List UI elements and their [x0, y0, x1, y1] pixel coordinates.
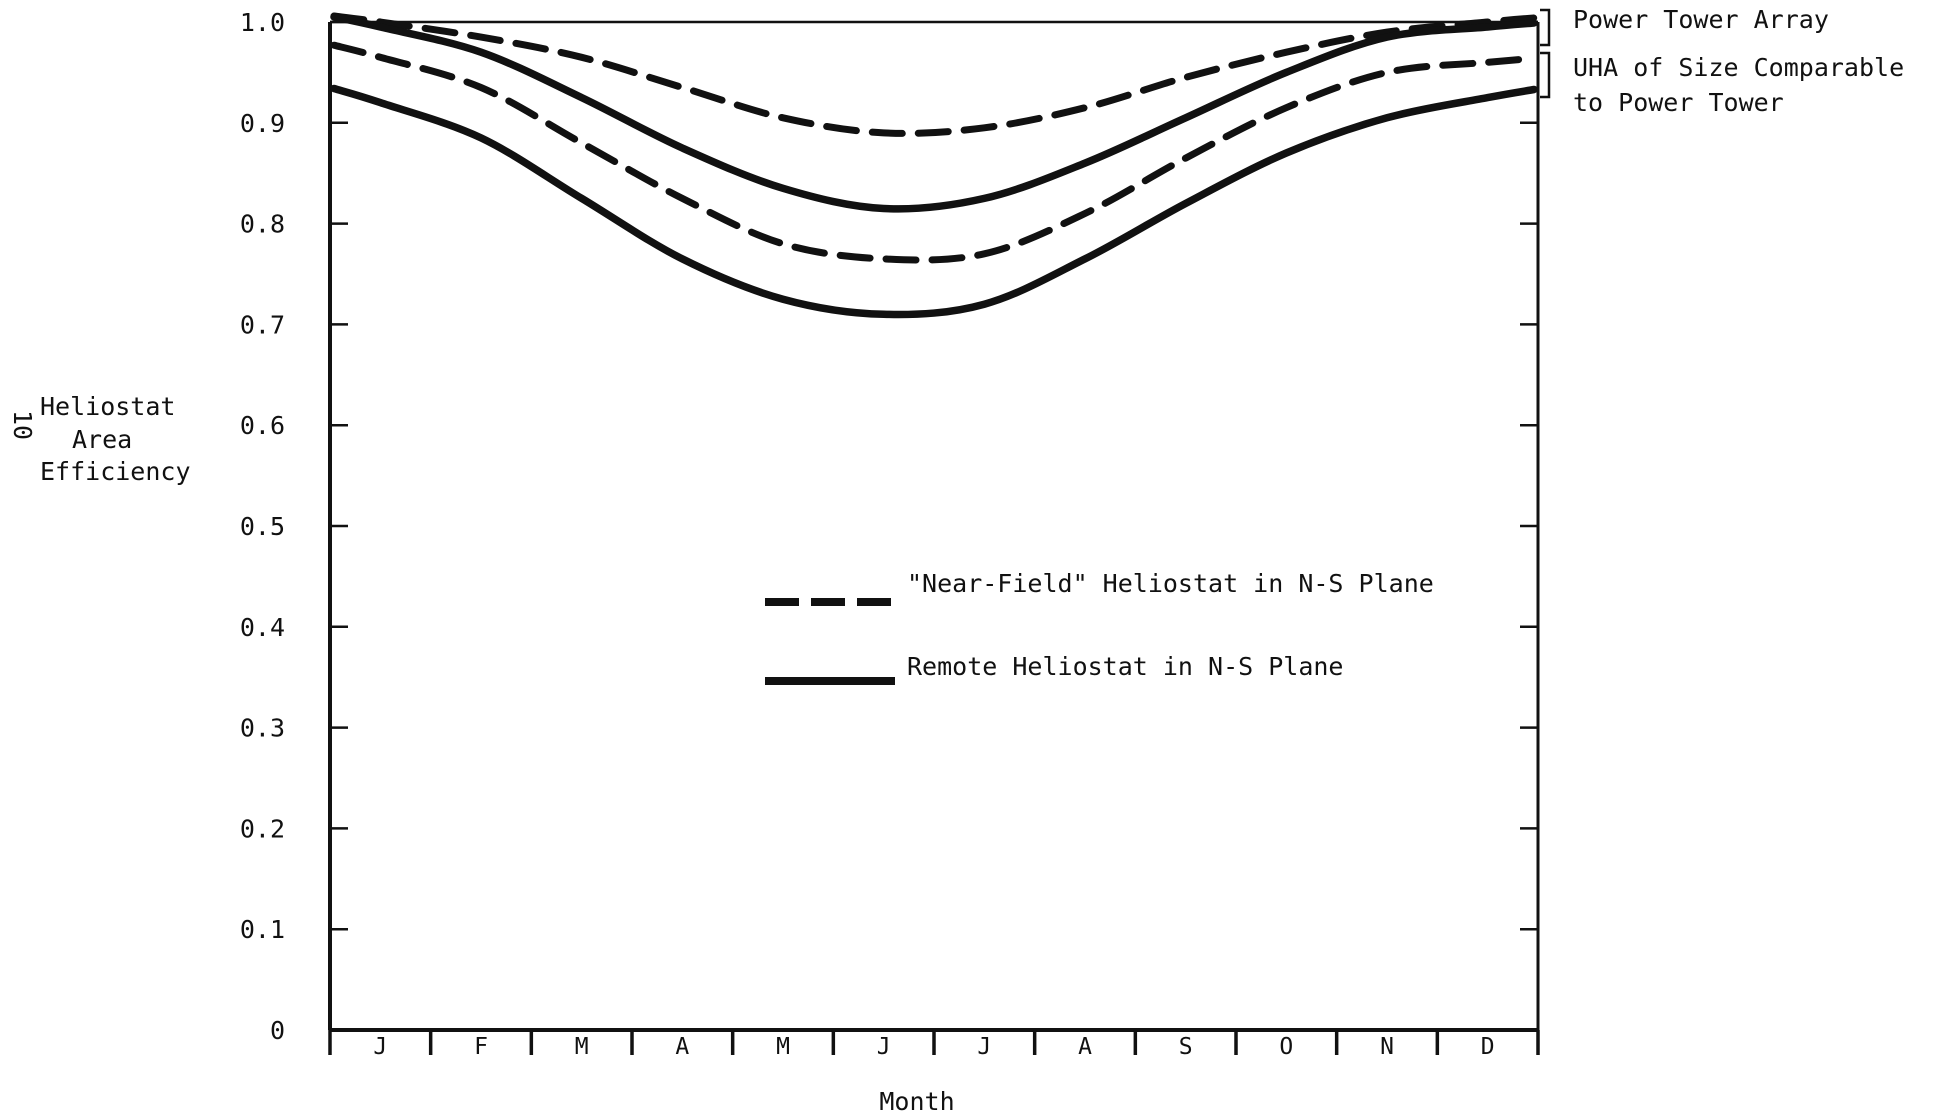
y-tick-label: 0.4 — [240, 613, 285, 642]
x-tick-label: N — [1380, 1034, 1394, 1060]
y-tick-labels: 0 0.1 0.2 0.3 0.4 0.5 0.6 0.7 0.8 0.9 1.0 — [240, 8, 285, 1045]
y-ticks — [330, 20, 1538, 1032]
y-tick-label: 0 — [270, 1016, 285, 1045]
y-tick-label: 1.0 — [240, 8, 285, 37]
x-tick-label: J — [877, 1034, 891, 1060]
x-tick-label: A — [1078, 1034, 1092, 1060]
series-line-power-tower-dashed — [330, 12, 1538, 137]
y-tick-label: 0.6 — [240, 411, 285, 440]
legend: "Near-Field" Heliostat in N-S Plane Remo… — [765, 569, 1434, 685]
series-line-uha-solid — [330, 84, 1538, 319]
y-tick-label: 0.5 — [240, 512, 285, 541]
y-tick-label: 0.9 — [240, 109, 285, 138]
x-tick-label: D — [1481, 1034, 1495, 1060]
power-tower-annotation: Power Tower Array — [1573, 5, 1829, 34]
x-tick-label: M — [776, 1034, 790, 1060]
x-tick-label: A — [675, 1034, 689, 1060]
x-tick-label: J — [373, 1034, 387, 1060]
legend-label-dashed: "Near-Field" Heliostat in N-S Plane — [907, 569, 1434, 598]
y-axis-title-line-3: Efficiency — [40, 457, 191, 486]
legend-label-solid: Remote Heliostat in N-S Plane — [907, 652, 1344, 681]
x-tick-label: F — [474, 1034, 488, 1060]
series-line-power-tower-solid — [330, 13, 1538, 213]
y-axis-title-line-2: Area — [72, 425, 132, 454]
uha-annotation-line-1: UHA of Size Comparable — [1573, 53, 1904, 82]
y-tick-label: 0.3 — [240, 714, 285, 743]
series-line-uha-dashed — [330, 41, 1538, 264]
uha-annotation-line-2: to Power Tower — [1573, 88, 1784, 117]
y-tick-label: 0.8 — [240, 210, 285, 239]
y-tick-label: 0.7 — [240, 310, 285, 339]
uha-bracket — [1540, 51, 1551, 99]
y-axis-title-prefix: 10 — [8, 410, 37, 440]
x-tick-label: M — [575, 1034, 589, 1060]
x-tick-label: O — [1279, 1034, 1293, 1060]
x-tick-label: J — [977, 1034, 991, 1060]
y-tick-label: 0.1 — [240, 915, 285, 944]
y-axis-title-line-1: Heliostat — [40, 392, 175, 421]
x-axis-title: Month — [879, 1087, 954, 1116]
series-lines — [330, 12, 1538, 319]
power-tower-bracket — [1540, 8, 1551, 47]
y-tick-label: 0.2 — [240, 814, 285, 843]
x-tick-label: S — [1179, 1034, 1193, 1060]
x-month-dividers — [328, 1030, 1540, 1055]
